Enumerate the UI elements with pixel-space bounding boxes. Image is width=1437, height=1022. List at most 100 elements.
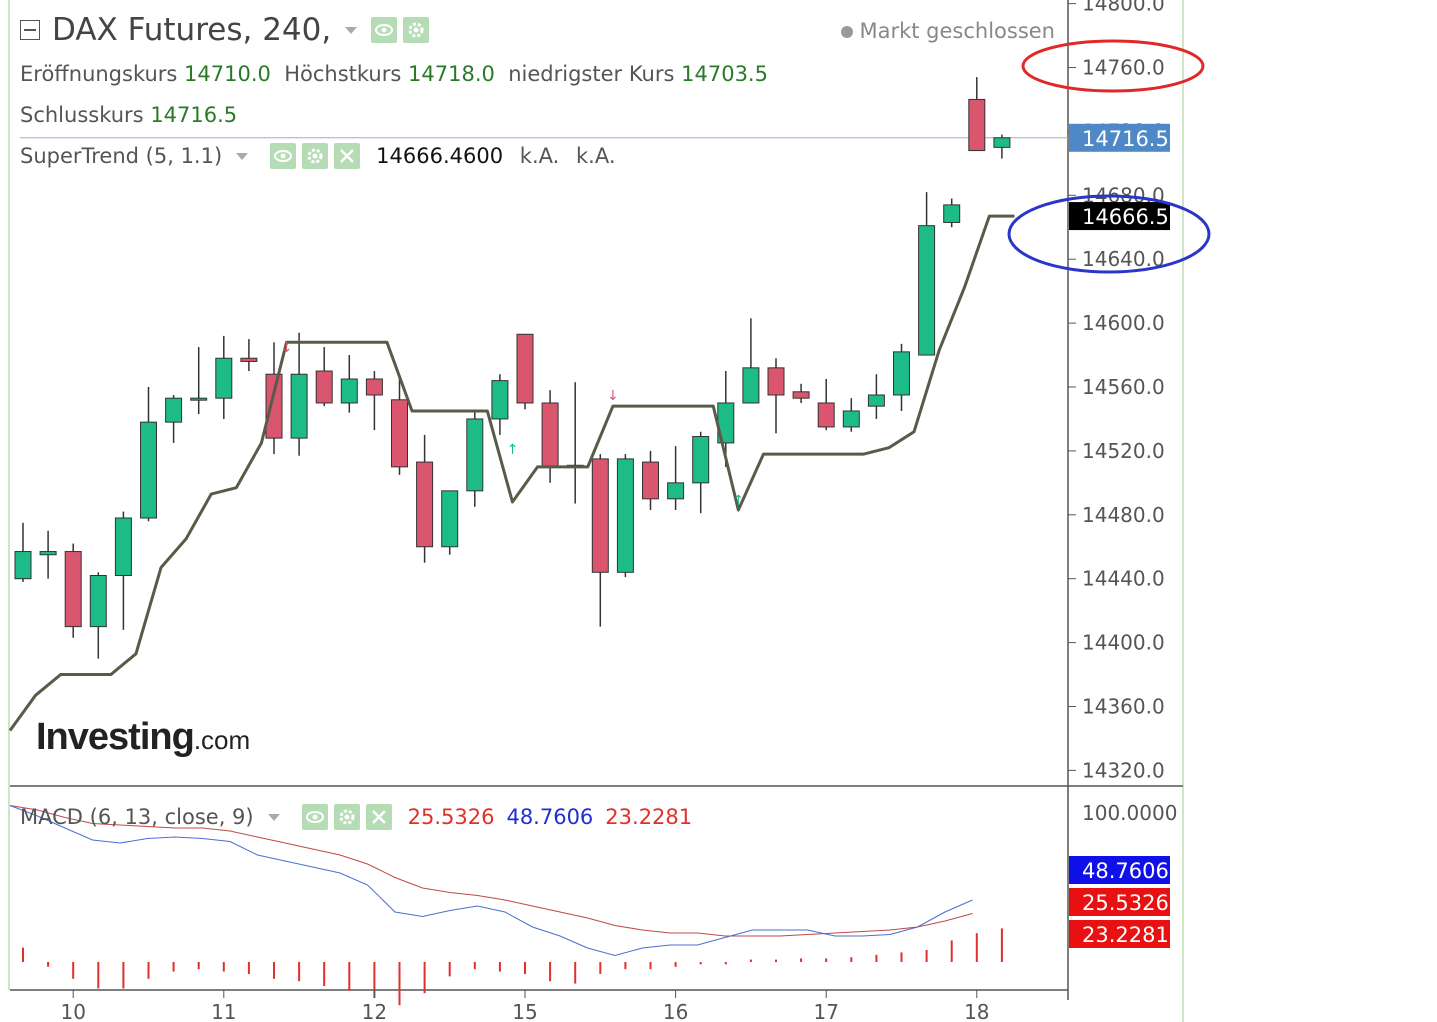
candle-body xyxy=(39,551,57,556)
macd-value-2: 48.7606 xyxy=(506,805,594,829)
close-legend: Schlusskurs 14716.5 xyxy=(20,103,237,127)
chevron-down-icon[interactable] xyxy=(267,813,280,821)
candle-body xyxy=(391,399,408,468)
macd-layer xyxy=(9,805,1003,1006)
price-tick-label: 14400.0 xyxy=(1082,631,1165,655)
supertrend-up-value: k.A. xyxy=(519,144,560,168)
high-label: Höchstkurs xyxy=(284,62,402,86)
gear-icon[interactable] xyxy=(302,143,329,169)
eye-icon[interactable] xyxy=(301,804,328,830)
candle-body xyxy=(365,378,383,396)
low-label: niedrigster Kurs xyxy=(508,62,675,86)
last-price-label: 14716.5 xyxy=(1082,127,1169,151)
high-value: 14718.0 xyxy=(408,62,495,86)
supertrend-down-value: k.A. xyxy=(576,144,616,168)
macd-label: MACD (6, 13, close, 9) xyxy=(20,805,254,829)
price-tick-label: 14440.0 xyxy=(1082,567,1165,591)
macd-line xyxy=(9,805,973,957)
collapse-icon[interactable] xyxy=(20,20,40,40)
signal-arrow-icon: ↑ xyxy=(732,493,744,509)
open-value: 14710.0 xyxy=(184,62,271,86)
candles-layer xyxy=(14,77,1011,659)
axis-layer: 14320.0 14360.0 14400.0 14440.0 14480.0 14520… xyxy=(60,0,1177,1022)
investing-logo: Investing.com xyxy=(36,716,250,759)
candle-body xyxy=(842,410,860,428)
supertrend-layer: ↓ ↑ ↓ ↑ xyxy=(8,214,1015,732)
time-tick-label: 18 xyxy=(964,1000,989,1022)
price-tick-label: 14800.0 xyxy=(1082,0,1165,16)
supertrend-value-label-bg xyxy=(1069,202,1170,231)
close-icon[interactable] xyxy=(365,804,392,830)
price-tick-label: 14520.0 xyxy=(1082,439,1165,463)
open-label: Eröffnungskurs xyxy=(20,62,178,86)
time-tick-label: 11 xyxy=(211,1000,236,1022)
candle-body xyxy=(918,225,936,356)
time-tick-label: 12 xyxy=(362,1000,387,1022)
macd-value-label-bg xyxy=(1069,856,1170,884)
candle-body xyxy=(616,458,634,573)
macd-signal-line xyxy=(9,805,973,937)
signal-arrow-icon: ↓ xyxy=(281,340,293,356)
gear-icon[interactable] xyxy=(333,804,360,830)
annotation-red-ellipse xyxy=(1021,39,1205,93)
candle-body xyxy=(140,421,157,519)
candle-body xyxy=(792,391,810,399)
eye-icon[interactable] xyxy=(270,143,297,169)
signal-arrow-icon: ↑ xyxy=(507,442,519,458)
candle-body xyxy=(315,370,333,404)
candle-body xyxy=(165,397,183,423)
market-status-text: Markt geschlossen xyxy=(859,19,1055,43)
time-tick-label: 15 xyxy=(512,1000,537,1022)
close-label: Schlusskurs xyxy=(20,103,144,127)
candle-body xyxy=(767,367,785,396)
close-value: 14716.5 xyxy=(150,103,238,127)
macd-legend: MACD (6, 13, close, 9) 25.5326 48.7606 2… xyxy=(20,804,692,830)
chevron-down-icon[interactable] xyxy=(345,26,358,34)
candle-body xyxy=(215,357,233,399)
signal-arrow-icon: ↓ xyxy=(607,388,619,404)
time-tick-label: 10 xyxy=(60,1000,85,1022)
time-tick-label: 17 xyxy=(813,1000,838,1022)
low-value: 14703.5 xyxy=(681,62,768,86)
candle-body xyxy=(240,357,258,362)
chart-header: DAX Futures, 240, xyxy=(20,12,435,48)
close-icon[interactable] xyxy=(334,143,361,169)
signal-value-label-bg xyxy=(1069,888,1170,916)
candle-body xyxy=(441,490,459,548)
candle-body xyxy=(290,373,308,439)
last-price-label-bg xyxy=(1069,123,1170,152)
candle-body xyxy=(541,402,559,468)
supertrend-line xyxy=(8,214,1015,732)
candle-body xyxy=(466,418,484,492)
candle-body xyxy=(340,378,358,404)
macd-tick-label: 100.0000 xyxy=(1082,801,1177,825)
supertrend-label: SuperTrend (5, 1.1) xyxy=(20,144,223,168)
status-dot-icon xyxy=(841,26,854,38)
candle-body xyxy=(14,551,32,580)
candle-body xyxy=(742,367,760,404)
macd-value-3: 23.2281 xyxy=(605,805,693,829)
gear-icon[interactable] xyxy=(403,17,430,43)
candle-body xyxy=(64,551,82,628)
chevron-down-icon[interactable] xyxy=(236,152,249,160)
eye-icon[interactable] xyxy=(371,17,398,43)
candle-body xyxy=(943,204,961,223)
candle-body xyxy=(591,458,609,573)
candle-body xyxy=(89,575,107,628)
candle-body xyxy=(692,436,710,484)
supertrend-legend: SuperTrend (5, 1.1) 14666.4600 k.A. k.A. xyxy=(20,143,626,169)
price-tick-label: 14360.0 xyxy=(1082,695,1165,719)
price-tick-label: 14600.0 xyxy=(1082,311,1165,335)
candle-body xyxy=(867,394,885,407)
candle-body xyxy=(265,373,283,439)
candle-body xyxy=(114,517,132,577)
price-tick-label: 14760.0 xyxy=(1082,56,1165,80)
annotation-blue-ellipse xyxy=(1007,194,1211,274)
time-tick-label: 16 xyxy=(663,1000,688,1022)
market-status: Markt geschlossen xyxy=(841,19,1055,43)
candle-body xyxy=(491,380,509,420)
candle-body xyxy=(968,98,986,152)
price-tick-label: 14560.0 xyxy=(1082,375,1165,399)
macd-value-label: 48.7606 xyxy=(1082,859,1169,883)
instrument-title: DAX Futures, 240, xyxy=(52,12,332,48)
